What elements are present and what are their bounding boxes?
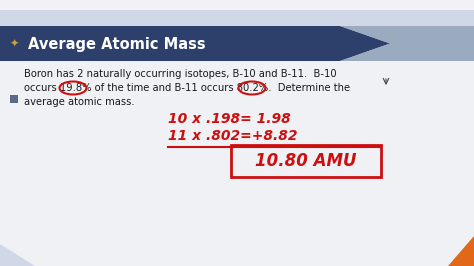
Text: Average Atomic Mass: Average Atomic Mass xyxy=(28,36,206,52)
Polygon shape xyxy=(448,236,474,266)
Text: occurs 19.8% of the time and B-11 occurs 80.2%.  Determine the: occurs 19.8% of the time and B-11 occurs… xyxy=(24,83,350,93)
FancyBboxPatch shape xyxy=(0,10,474,28)
Polygon shape xyxy=(0,26,390,61)
Text: average atomic mass.: average atomic mass. xyxy=(24,97,135,107)
Text: ✦: ✦ xyxy=(9,39,18,49)
FancyBboxPatch shape xyxy=(0,61,474,266)
Polygon shape xyxy=(340,26,474,61)
Text: 10 x .198= 1.98: 10 x .198= 1.98 xyxy=(168,112,291,126)
FancyBboxPatch shape xyxy=(0,0,474,10)
Text: Boron has 2 naturally occurring isotopes, B-10 and B-11.  B-10: Boron has 2 naturally occurring isotopes… xyxy=(24,69,337,79)
Text: 11 x .802=+8.82: 11 x .802=+8.82 xyxy=(168,129,298,143)
Text: 10.80 AMU: 10.80 AMU xyxy=(255,152,357,170)
FancyBboxPatch shape xyxy=(10,95,18,103)
Polygon shape xyxy=(0,244,35,266)
